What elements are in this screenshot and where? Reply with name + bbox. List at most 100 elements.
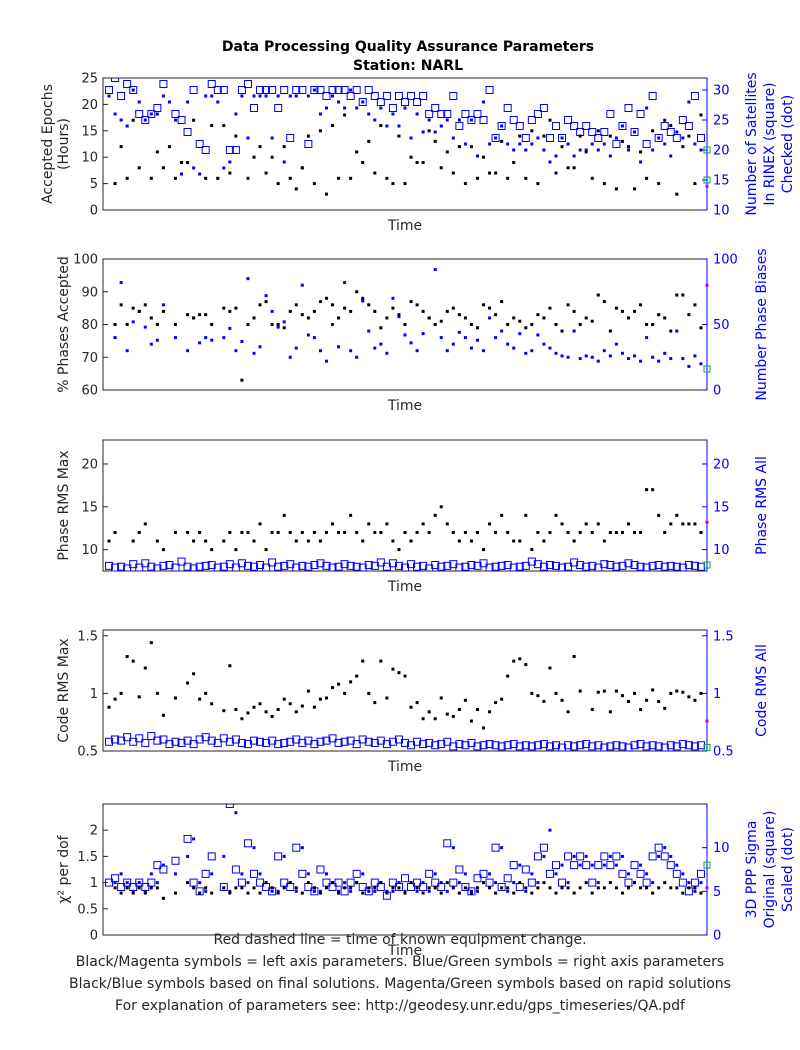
right-square-point	[648, 852, 657, 861]
right-tick-label: 20	[713, 144, 730, 159]
right-square-point	[171, 856, 180, 865]
left-dot-point	[318, 300, 322, 304]
right-dot-point	[228, 160, 232, 164]
left-dot-point	[518, 657, 522, 661]
right-square-point	[558, 563, 567, 571]
left-dot-point	[427, 129, 431, 133]
left-dot-point	[264, 710, 268, 714]
left-dot-point	[445, 309, 449, 313]
right-dot-point	[427, 118, 431, 122]
left-dot-point	[409, 705, 413, 709]
right-square-point	[250, 736, 258, 745]
right-dot-point	[572, 329, 576, 333]
right-square-point	[443, 561, 452, 570]
right-square-point	[322, 92, 331, 100]
right-dot-point	[475, 338, 479, 342]
right-square-point	[189, 564, 198, 571]
right-dot-point	[524, 889, 528, 893]
right-dot-point	[675, 863, 679, 867]
left-dot-point	[693, 182, 697, 186]
right-dot-point	[639, 863, 643, 867]
right-dot-point	[246, 881, 250, 885]
left-dot-point	[433, 139, 437, 143]
left-dot-point	[657, 182, 661, 186]
left-dot-point	[475, 530, 479, 534]
right-dot-point	[614, 863, 618, 867]
right-square-point	[231, 146, 240, 154]
left-dot-point	[379, 881, 383, 885]
left-dot-point	[445, 150, 449, 154]
left-dot-point	[131, 306, 135, 310]
right-square-point	[407, 92, 416, 100]
left-dot-point	[415, 160, 419, 164]
right-square-point	[618, 122, 627, 130]
left-dot-point	[143, 666, 147, 670]
left-dot-point	[614, 886, 618, 890]
right-dot-point	[530, 349, 534, 353]
right-square-point	[159, 80, 168, 88]
left-dot-point	[331, 686, 335, 690]
right-square-point	[594, 861, 603, 870]
left-dot-point	[397, 313, 401, 317]
left-dot-point	[645, 886, 649, 890]
left-dot-point	[234, 134, 238, 138]
right-dot-point	[137, 881, 141, 885]
rapid-right-point	[703, 561, 711, 569]
left-dot-point	[536, 886, 540, 890]
right-square-point	[449, 878, 458, 887]
right-square-point	[401, 98, 409, 106]
left-dot-point	[457, 313, 461, 317]
right-square-point	[256, 737, 265, 746]
right-square-point	[213, 738, 222, 747]
right-square-point	[582, 562, 591, 571]
right-square-point	[521, 561, 530, 570]
left-dot-point	[361, 659, 365, 663]
left-dot-point	[433, 886, 437, 890]
right-square-point	[521, 865, 530, 874]
right-square-point	[431, 104, 440, 112]
right-square-point	[147, 110, 156, 118]
right-square-point	[105, 86, 114, 94]
left-dot-point	[246, 711, 250, 715]
right-square-point	[219, 882, 228, 891]
left-dot-point	[379, 659, 383, 663]
rapid-left-point	[705, 886, 709, 890]
right-square-point	[213, 86, 222, 94]
right-dot-point	[210, 338, 214, 342]
right-dot-point	[457, 881, 461, 885]
left-dot-point	[246, 891, 250, 895]
right-axis-label: Number Phase Biases	[754, 248, 770, 400]
right-dot-point	[155, 112, 159, 116]
left-dot-point	[210, 548, 214, 552]
right-dot-point	[397, 881, 401, 885]
right-dot-point	[482, 349, 486, 353]
left-dot-point	[125, 176, 129, 180]
right-square-point	[316, 865, 325, 874]
left-dot-point	[258, 702, 262, 706]
left-dot-point	[572, 891, 576, 895]
right-dot-point	[469, 889, 473, 893]
left-dot-point	[385, 176, 389, 180]
right-dot-point	[475, 154, 479, 158]
left-dot-point	[584, 316, 588, 320]
left-tick-label: 20	[81, 98, 98, 113]
left-dot-point	[125, 655, 129, 659]
right-square-point	[461, 741, 470, 750]
right-dot-point	[626, 357, 630, 361]
right-square-point	[660, 122, 669, 130]
right-square-point	[292, 843, 301, 852]
left-dot-point	[542, 881, 546, 885]
left-dot-point	[137, 530, 141, 534]
left-dot-point	[294, 187, 298, 191]
right-square-point	[684, 122, 693, 130]
left-dot-point	[246, 530, 250, 534]
right-square-point	[660, 562, 669, 571]
right-square-point	[401, 738, 409, 747]
right-square-point	[159, 735, 168, 744]
right-square-point	[394, 92, 403, 100]
left-dot-point	[415, 886, 419, 890]
right-square-point	[558, 134, 567, 142]
right-dot-point	[620, 854, 624, 858]
left-dot-point	[681, 145, 685, 149]
right-square-point	[539, 843, 548, 852]
